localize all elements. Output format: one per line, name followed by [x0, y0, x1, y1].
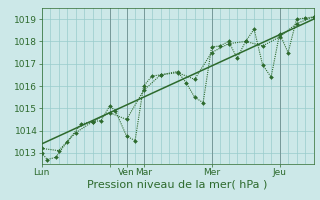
X-axis label: Pression niveau de la mer( hPa ): Pression niveau de la mer( hPa )	[87, 180, 268, 190]
